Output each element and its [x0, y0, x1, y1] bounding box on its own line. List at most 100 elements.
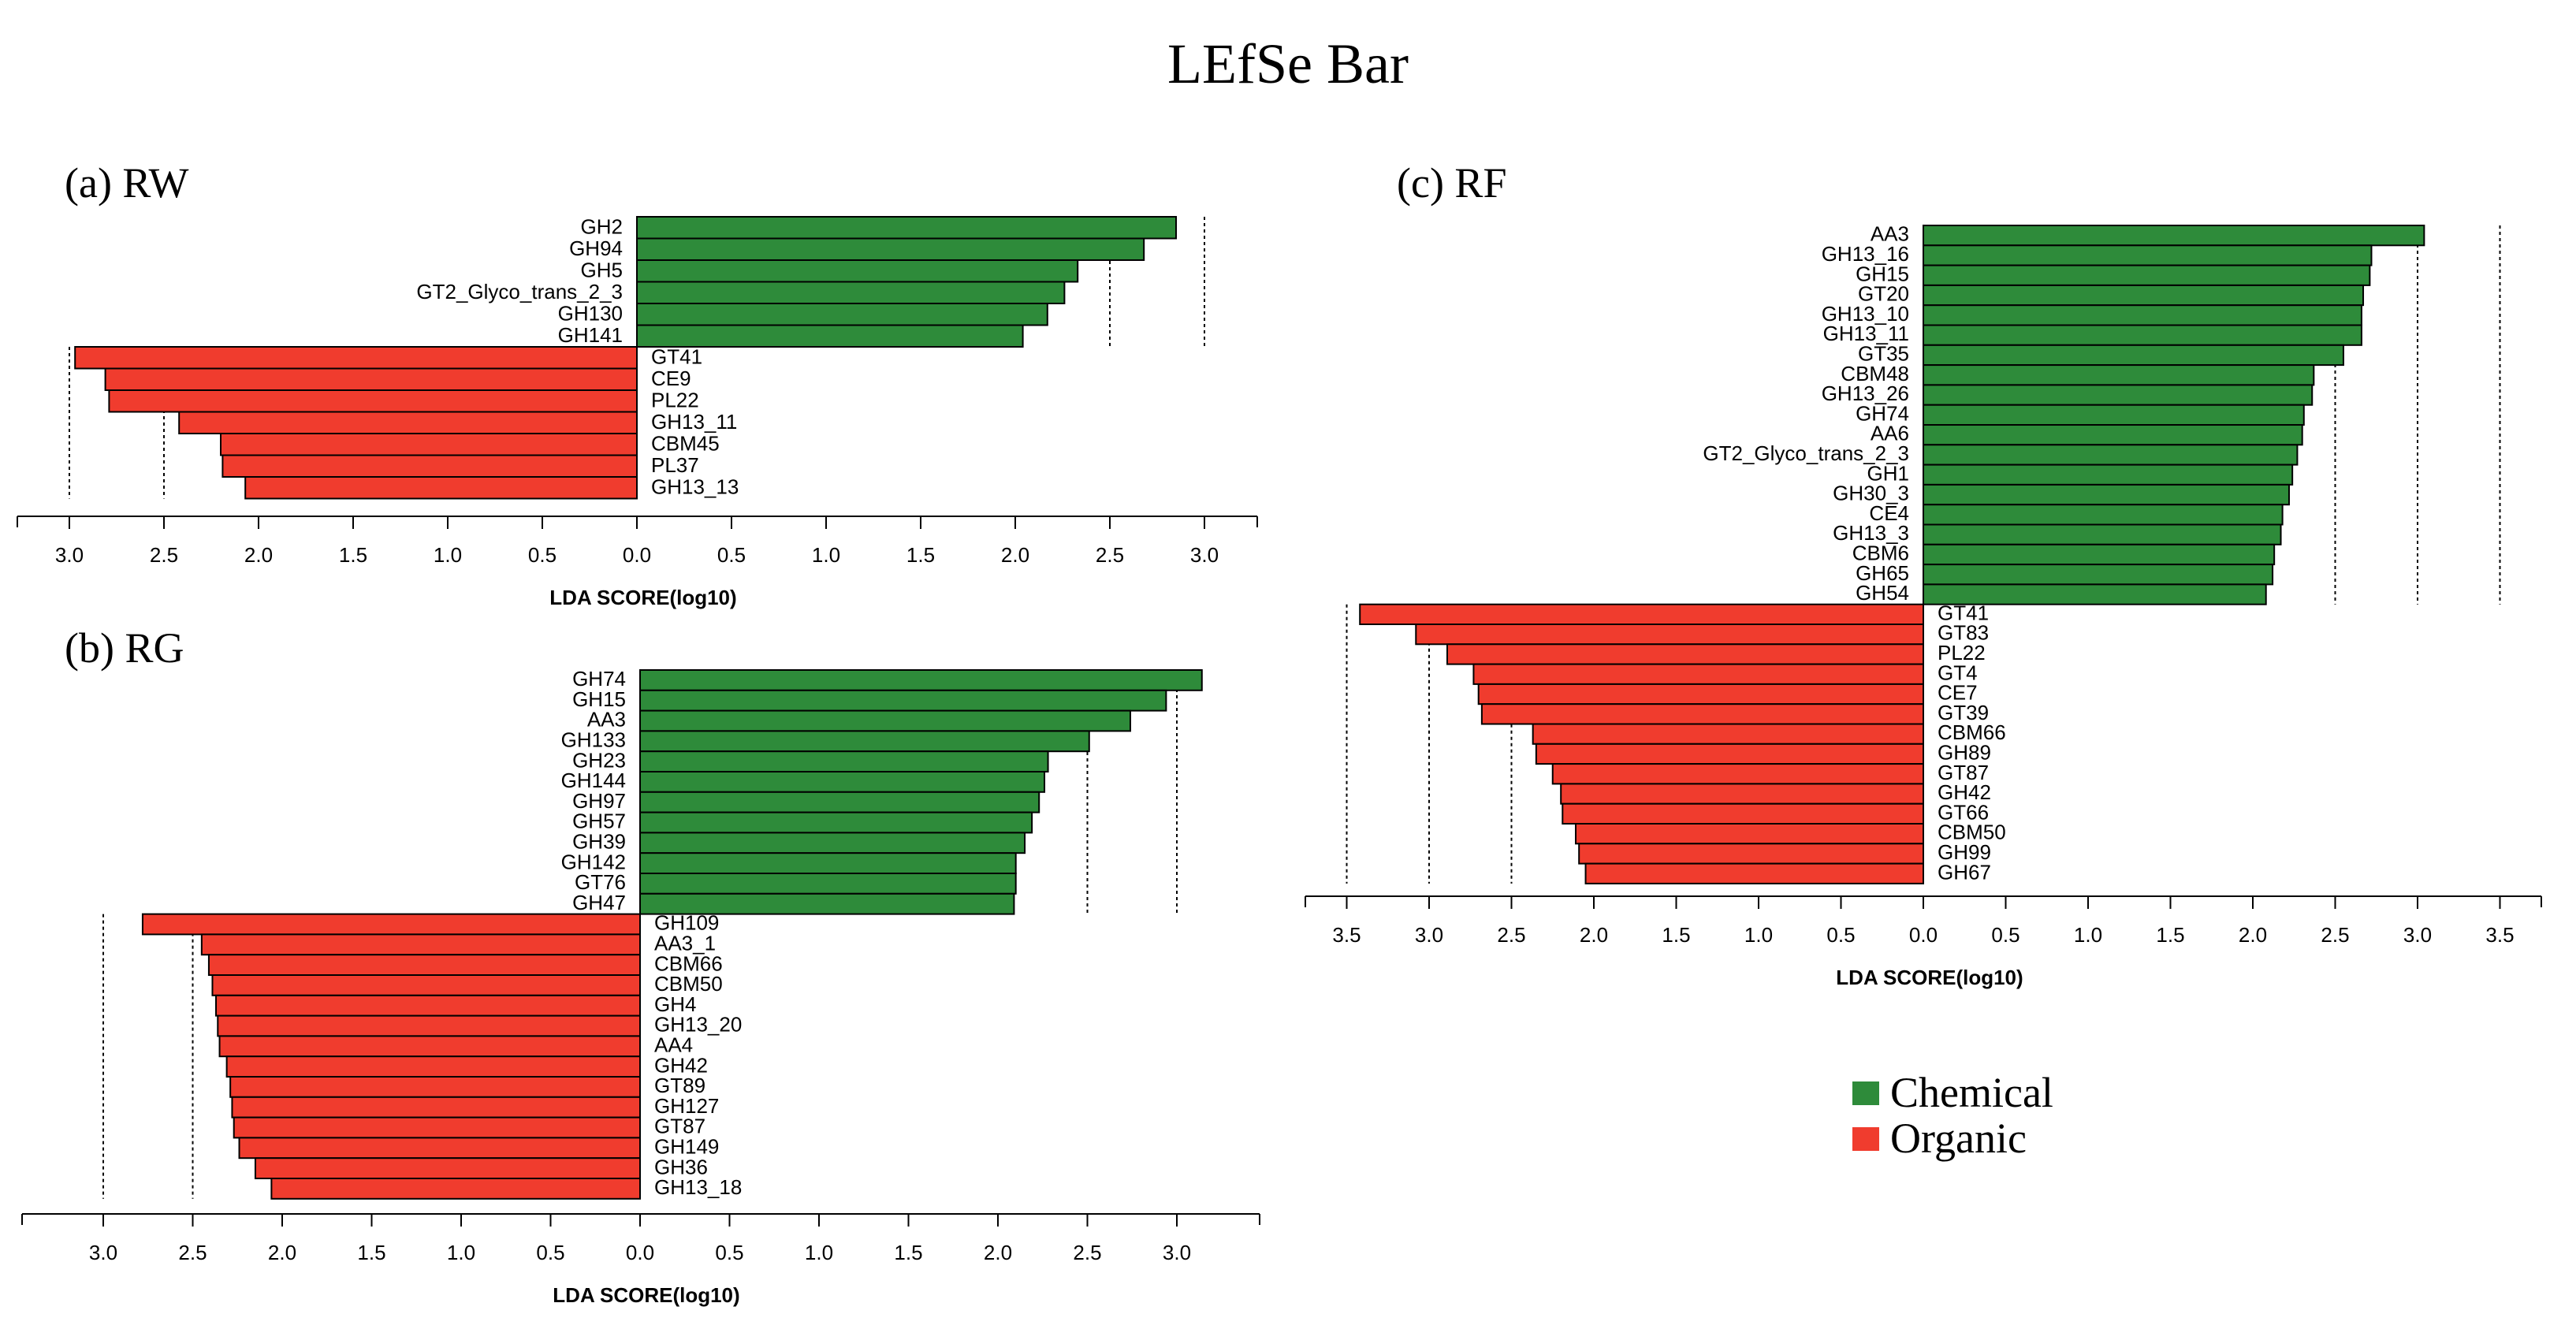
x-tick-label: 2.5 [178, 1241, 207, 1264]
x-tick-label: 1.0 [812, 543, 840, 567]
bar-label: CBM6 [1852, 542, 1909, 565]
bar-organic [1575, 823, 1924, 845]
bar-label: GH109 [654, 911, 719, 935]
x-tick-label: 0.5 [528, 543, 557, 567]
bar-chemical [1923, 225, 2425, 247]
x-tick-label: 2.0 [984, 1241, 1012, 1264]
bar-chemical [1923, 324, 2362, 346]
bar-chemical [1923, 304, 2362, 326]
bar-chemical [636, 303, 1048, 326]
bar-chemical [639, 791, 1040, 813]
bar-chemical [639, 709, 1131, 732]
bar-chemical [1923, 284, 2365, 307]
bar-label: GH133 [561, 728, 626, 752]
bar-label: GH47 [572, 891, 626, 914]
bar-label: GT4 [1938, 661, 1978, 684]
bar-label: GH4 [654, 992, 696, 1016]
bar-label: PL22 [1938, 641, 1986, 664]
x-tick-label: 0.5 [717, 543, 746, 567]
bar-label: GH15 [1856, 262, 1909, 285]
bar-label: AA3 [587, 708, 626, 732]
x-axis-title: LDA SCORE(log10) [553, 1283, 739, 1307]
bar-label: GH141 [558, 323, 623, 347]
bar-organic [233, 1116, 641, 1139]
bar-organic [1359, 603, 1924, 626]
bar-chemical [1923, 384, 2314, 406]
bar-label: GH144 [561, 769, 626, 792]
x-tick-label: 1.5 [357, 1241, 385, 1264]
bar-label: CBM48 [1841, 362, 1909, 385]
bar-chemical [636, 324, 1024, 348]
bar-organic [1477, 683, 1924, 705]
bar-label: GH13_20 [654, 1013, 742, 1037]
bar-label: CBM66 [654, 951, 723, 975]
bar-label: GH36 [654, 1155, 708, 1178]
bar-chemical [1923, 404, 2305, 426]
bar-chemical [1923, 564, 2274, 586]
bar-label: GT35 [1858, 342, 1909, 366]
x-tick-label: 2.0 [1580, 923, 1608, 947]
legend-label: Chemical [1890, 1069, 2053, 1116]
x-tick-label: 3.5 [1332, 923, 1361, 947]
bar-chemical [1923, 444, 2299, 466]
bar-label: CE4 [1869, 501, 1909, 525]
bar-label: GT20 [1858, 282, 1909, 306]
bar-organic [220, 433, 638, 456]
figure-title: LEfSe Bar [1167, 32, 1409, 95]
bar-chemical [636, 281, 1066, 304]
x-tick-label: 1.0 [2074, 923, 2102, 947]
x-tick-label: 0.0 [1909, 923, 1938, 947]
bar-organic [1578, 843, 1924, 865]
bar-chemical [1923, 424, 2303, 446]
bar-label: CE9 [651, 367, 691, 390]
bar-organic [200, 933, 642, 956]
panel-3: (c) RFAA3GH13_16GH15GT20GH13_10GH13_11GT… [1305, 159, 2542, 989]
x-tick-label: 1.5 [906, 543, 935, 567]
x-tick-label: 2.0 [1001, 543, 1029, 567]
bar-chemical [1923, 483, 2290, 506]
x-axis-title: LDA SCORE(log10) [1836, 966, 2023, 989]
bar-chemical [1923, 244, 2373, 266]
x-tick-label: 0.0 [626, 1241, 654, 1264]
bar-organic [1472, 663, 1925, 685]
bar-organic [74, 346, 638, 370]
bar-label: GT39 [1938, 701, 1989, 724]
bar-label: GH94 [569, 236, 623, 260]
panel-title: (b) RG [65, 624, 184, 672]
bar-organic [1446, 643, 1924, 665]
bar-label: GH13_11 [651, 410, 737, 434]
bar-label: GH42 [654, 1053, 708, 1077]
x-tick-label: 2.0 [268, 1241, 296, 1264]
bar-organic [221, 454, 638, 478]
bar-label: GH13_26 [1822, 382, 1909, 405]
x-tick-label: 1.0 [447, 1241, 475, 1264]
bar-label: GH30_3 [1833, 482, 1909, 505]
legend-swatch [1852, 1081, 1879, 1105]
x-tick-label: 3.0 [55, 543, 84, 567]
bar-label: PL37 [651, 453, 699, 477]
bar-label: AA4 [654, 1033, 693, 1057]
bar-organic [207, 954, 641, 976]
bar-organic [229, 1076, 642, 1098]
bar-organic [178, 411, 638, 434]
x-tick-label: 1.5 [2156, 923, 2184, 947]
bar-organic [238, 1137, 641, 1160]
bar-organic [1415, 624, 1924, 646]
bar-label: AA6 [1871, 422, 1909, 445]
bar-label: CBM66 [1938, 720, 2006, 744]
panel-title: (c) RF [1397, 159, 1506, 207]
bar-chemical [639, 771, 1046, 793]
bar-label: GT89 [654, 1074, 705, 1097]
x-tick-label: 3.0 [1415, 923, 1443, 947]
x-tick-label: 2.5 [1497, 923, 1525, 947]
bar-label: GH23 [572, 748, 626, 772]
panels: (a) RWGH2GH94GH5GT2_Glyco_trans_2_3GH130… [17, 159, 2542, 1307]
x-tick-label: 1.0 [805, 1241, 833, 1264]
bar-label: GH5 [581, 258, 623, 281]
bar-label: GH149 [654, 1135, 719, 1159]
bar-label: GH42 [1938, 780, 1991, 804]
bar-label: GH13_10 [1822, 302, 1909, 326]
bar-label: GH74 [572, 667, 626, 691]
bar-label: AA3 [1871, 222, 1909, 246]
